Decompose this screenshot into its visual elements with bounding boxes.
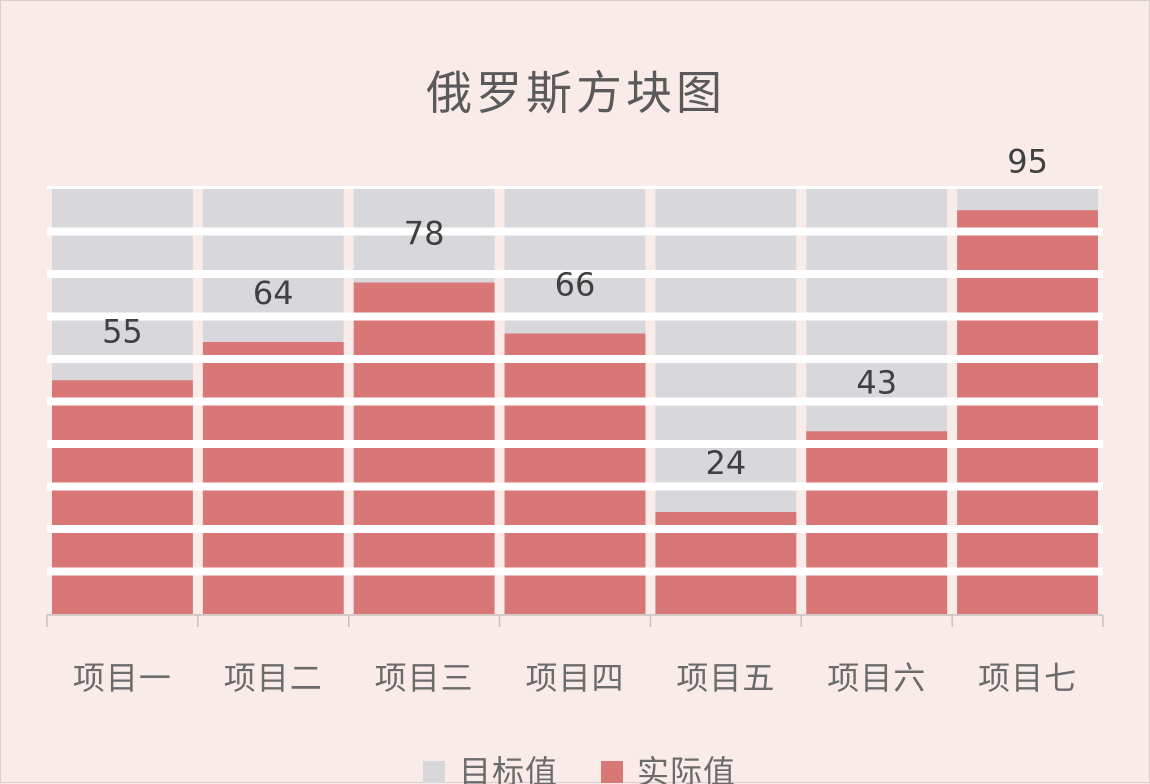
block-separator: [47, 355, 1103, 363]
bar-actual: [504, 333, 646, 614]
block-separator: [47, 312, 1103, 321]
bar-actual: [52, 380, 193, 614]
legend: 目标值 实际值: [423, 753, 736, 784]
category-label: 项目六: [827, 659, 926, 697]
block-separator: [47, 397, 1103, 406]
category-label: 项目一: [73, 659, 172, 697]
top-separator: [47, 186, 1103, 189]
legend-label-actual: 实际值: [637, 753, 736, 784]
block-separator: [47, 482, 1103, 491]
block-separator: [47, 525, 1103, 533]
category-label: 项目五: [676, 659, 775, 697]
block-separator: [47, 270, 1103, 278]
bar-actual: [806, 431, 948, 614]
category-label: 项目三: [375, 659, 474, 697]
category-label: 项目二: [224, 659, 323, 697]
data-labels: 55 64 78 66 24 43 95: [102, 142, 1048, 482]
block-separator: [47, 567, 1103, 576]
data-label: 78: [404, 215, 445, 253]
block-separator: [47, 440, 1103, 448]
x-axis: [46, 614, 1104, 627]
legend-swatch-target: [423, 761, 445, 783]
category-label: 项目七: [978, 659, 1077, 697]
data-label: 43: [856, 363, 897, 401]
data-label: 95: [1007, 142, 1048, 180]
data-label: 24: [705, 444, 746, 482]
data-label: 64: [253, 274, 294, 312]
bar-actual: [353, 282, 495, 614]
data-label: 66: [555, 266, 596, 304]
category-label: 项目四: [525, 659, 624, 697]
category-labels: 项目一 项目二 项目三 项目四 项目五 项目六 项目七: [73, 659, 1077, 697]
block-separator: [47, 227, 1103, 236]
data-label: 55: [102, 312, 143, 350]
legend-swatch-actual: [601, 761, 623, 783]
block-separators: [47, 186, 1103, 576]
chart-title: 俄罗斯方块图: [426, 66, 726, 120]
legend-label-target: 目标值: [459, 753, 558, 784]
